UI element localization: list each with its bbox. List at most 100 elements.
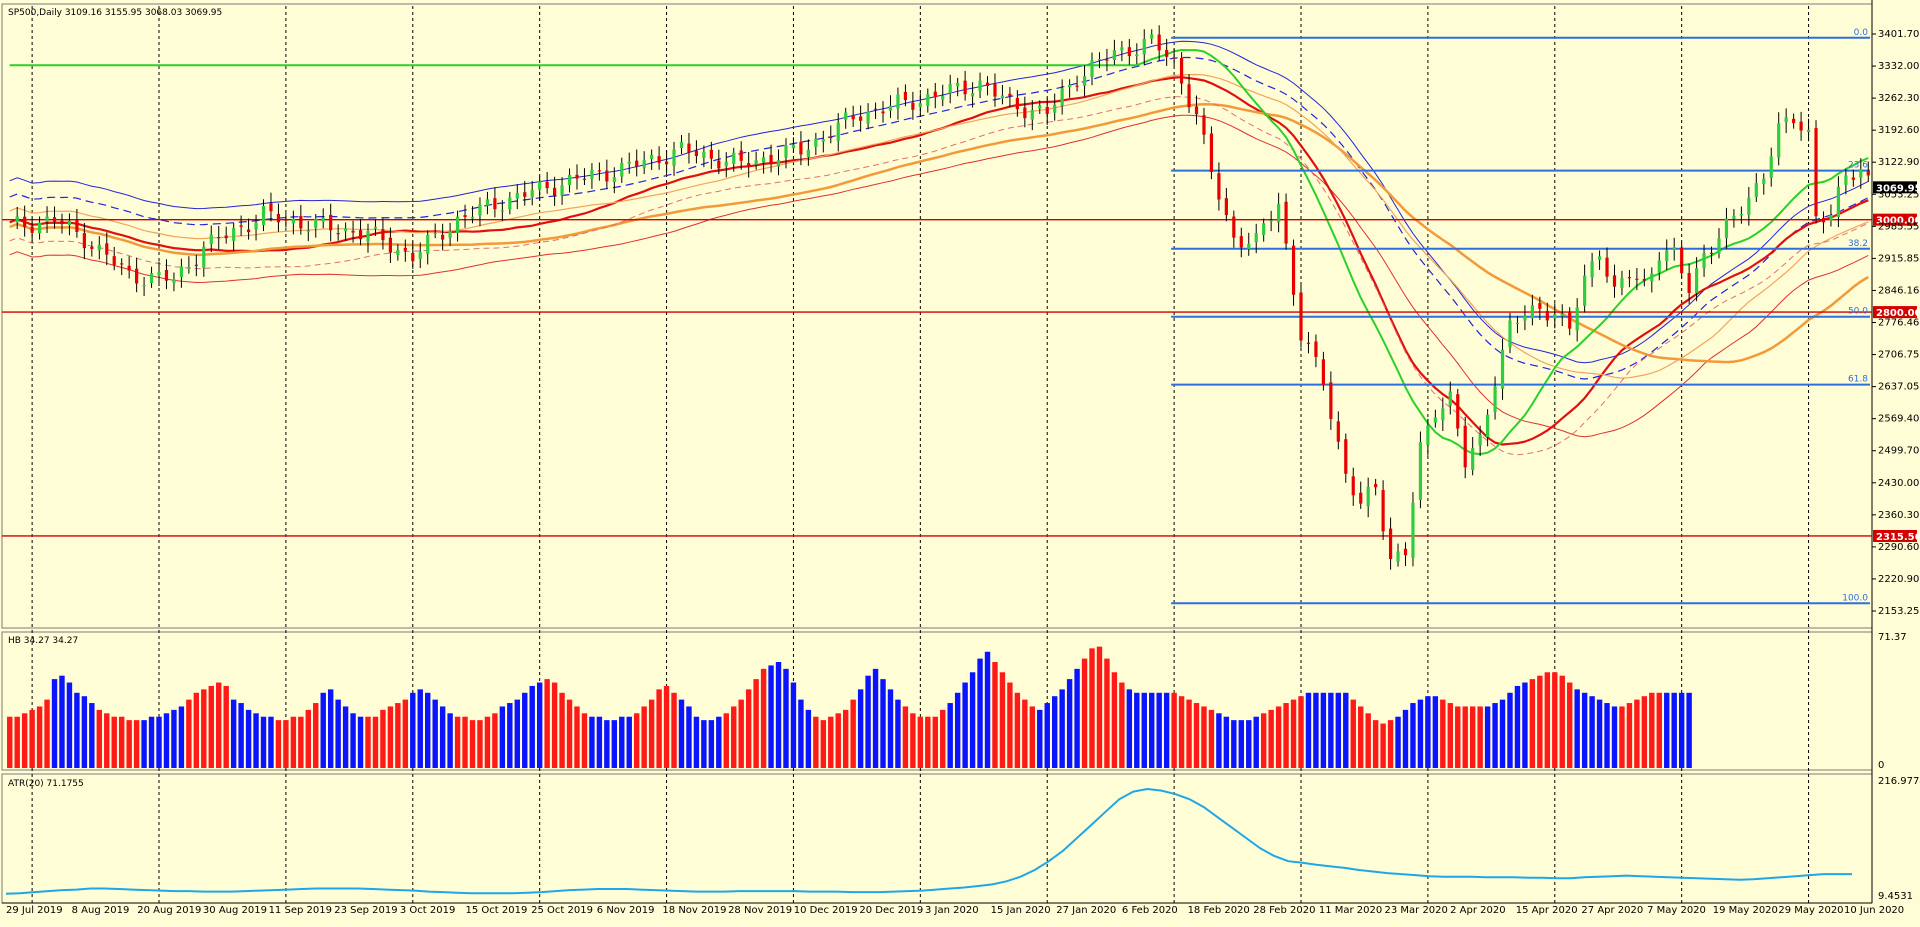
hb-bar: [947, 703, 953, 768]
hb-bar: [36, 706, 43, 768]
hb-bar: [283, 720, 289, 768]
candle-body: [933, 91, 937, 98]
hb-bar: [1216, 713, 1222, 768]
candle-body: [769, 154, 773, 165]
candle-body: [388, 237, 392, 253]
candle-body: [926, 94, 930, 106]
time-tick-label: 7 May 2020: [1647, 905, 1706, 916]
candle-body: [1217, 173, 1221, 200]
hb-bar: [701, 720, 707, 768]
candle-body: [381, 229, 385, 241]
candle-body: [1068, 84, 1072, 88]
candle-body: [1754, 183, 1758, 197]
hb-bar: [529, 685, 535, 768]
hb-bar: [671, 692, 677, 768]
candle-body: [732, 152, 736, 164]
hb-bar: [111, 716, 117, 768]
hb-bar: [1499, 699, 1506, 768]
candle-body: [1590, 261, 1594, 278]
hb-tick-label: 0: [1878, 760, 1884, 771]
candle-body: [1045, 106, 1049, 114]
time-tick-label: 6 Feb 2020: [1122, 905, 1178, 916]
candle-body: [523, 192, 527, 197]
candle-body: [149, 273, 154, 284]
candle-body: [157, 272, 161, 276]
candle-body: [1112, 50, 1117, 61]
candle-body: [1120, 47, 1124, 51]
hb-bar: [708, 720, 715, 768]
candle-body: [1814, 128, 1818, 217]
candle-body: [1463, 425, 1467, 468]
hb-bar: [380, 709, 386, 768]
hb-bar: [1552, 672, 1558, 768]
candle-body: [306, 230, 310, 232]
candle-body: [582, 178, 587, 180]
hb-bar: [1171, 692, 1177, 768]
hb-bar: [1253, 716, 1259, 768]
hb-bar: [186, 699, 192, 768]
hb-bar: [1514, 685, 1521, 768]
candle-body: [1403, 548, 1408, 556]
candle-body: [620, 162, 624, 177]
candle-body: [1538, 303, 1542, 309]
candle-body: [560, 185, 564, 196]
hb-bar: [439, 706, 446, 768]
candle-body: [299, 215, 303, 229]
hb-bar: [1447, 703, 1453, 768]
candle-body: [650, 154, 654, 159]
hb-bar: [910, 713, 916, 768]
candle-body: [1254, 233, 1258, 243]
hb-bar: [1425, 696, 1431, 768]
candle-body: [1829, 214, 1833, 221]
hb-bar: [51, 679, 58, 768]
hb-bar: [1298, 696, 1304, 768]
hb-bar: [686, 706, 692, 768]
candle-body: [784, 145, 788, 158]
hb-bar: [462, 716, 468, 768]
hb-bar: [641, 706, 647, 768]
hb-bar: [29, 709, 35, 768]
candle-body: [224, 235, 228, 239]
hb-bar: [1335, 692, 1342, 768]
hb-bar: [1066, 679, 1073, 768]
hb-bar: [1477, 706, 1483, 768]
candle-body: [172, 279, 176, 283]
candle-body: [1000, 95, 1005, 99]
candle-body: [276, 213, 281, 223]
candle-body: [702, 151, 706, 158]
time-tick-label: 18 Feb 2020: [1188, 905, 1250, 916]
candle-body: [515, 192, 519, 199]
hb-bar: [544, 679, 550, 768]
candle-body: [970, 93, 975, 97]
candle-body: [859, 116, 863, 121]
candle-body: [1784, 117, 1788, 123]
candle-body: [672, 149, 676, 166]
hb-bar: [1641, 696, 1648, 768]
candle-body: [1806, 129, 1811, 133]
candle-body: [1694, 268, 1699, 294]
hb-bar: [932, 716, 938, 768]
hb-bar: [850, 699, 856, 768]
time-tick-label: 29 Jul 2019: [6, 905, 63, 916]
candle-body: [246, 229, 251, 233]
time-tick-label: 6 Nov 2019: [597, 905, 655, 916]
hb-bar: [634, 713, 640, 768]
hb-bar: [1507, 692, 1513, 768]
candle-body: [1851, 177, 1855, 180]
candle-body: [888, 105, 893, 111]
hb-bar: [1201, 706, 1207, 768]
candle-body: [1321, 359, 1325, 385]
candle-body: [1157, 34, 1161, 51]
candle-body: [941, 95, 945, 100]
candle-body: [470, 216, 475, 219]
candle-body: [1605, 257, 1609, 277]
hb-bar: [1432, 696, 1439, 768]
hb-bar: [872, 668, 879, 768]
fibonacci-level-label: 61.8: [1848, 375, 1868, 385]
hb-bar: [1186, 699, 1192, 768]
candle-body: [1366, 486, 1370, 507]
price-tick-label: 3401.70: [1878, 29, 1919, 40]
hb-bar: [1320, 692, 1327, 768]
hb-bar: [984, 651, 991, 768]
